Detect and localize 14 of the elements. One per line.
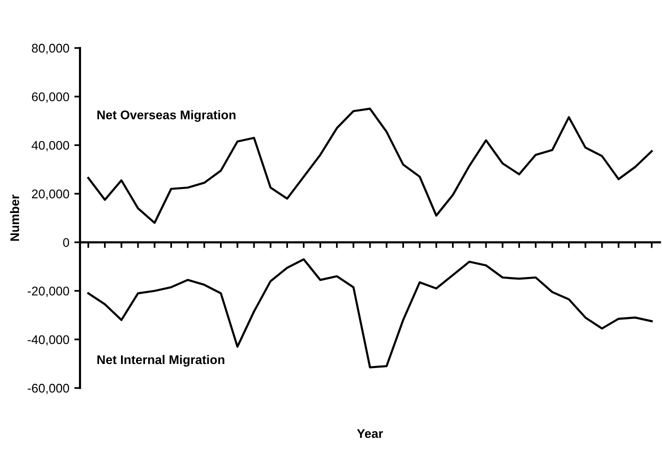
y-tick-label: 80,000 xyxy=(32,44,70,54)
y-tick-label: 0 xyxy=(63,238,70,247)
y-tick-label: -40,000 xyxy=(28,335,70,346)
y-axis-title: Number xyxy=(10,194,20,241)
line-series xyxy=(87,258,653,368)
x-axis-title: Year xyxy=(357,429,384,438)
y-tick-label: -60,000 xyxy=(28,384,70,394)
y-tick-label: 40,000 xyxy=(32,140,70,152)
series-label: Net Internal Migration xyxy=(97,354,224,367)
y-tick-label: -20,000 xyxy=(28,286,70,297)
line-series xyxy=(87,108,653,224)
series-label: Net Overseas Migration xyxy=(97,110,236,122)
y-tick-label: 20,000 xyxy=(32,190,70,200)
y-tick-label: 60,000 xyxy=(32,92,70,103)
